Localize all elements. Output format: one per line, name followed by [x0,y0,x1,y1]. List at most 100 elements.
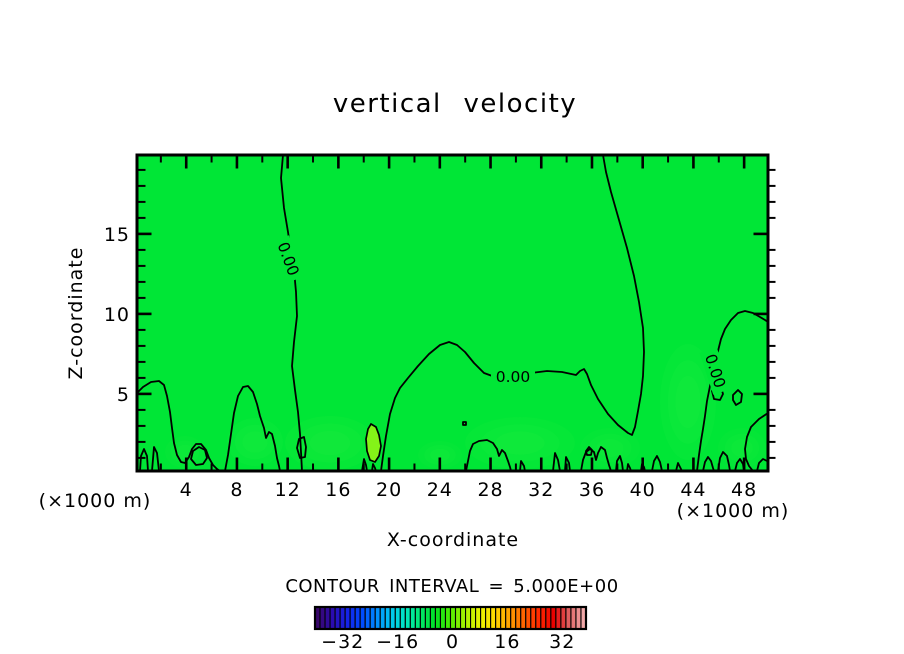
zero-contour-line [136,380,221,472]
colorbar-cell [530,606,537,630]
field-fill [137,155,768,471]
contour-interval-note: CONTOUR INTERVAL = 5.000E+00 [285,576,618,597]
contour-label-text: 0.00 [496,368,531,386]
zero-contour-line [552,452,561,472]
light-patch [667,360,709,444]
contour-label: 0.00 [491,368,535,386]
colorbar-cell [324,606,331,630]
colorbar-tick-label: 0 [446,631,459,653]
colorbar-cell [389,606,396,630]
colorbar-cell [540,606,547,630]
zero-contour-line [519,460,526,472]
colorbar-cell [359,606,366,630]
zero-contour-line [465,439,512,472]
colorbar-cell [454,606,462,630]
zero-contour-line [732,389,743,406]
light-patch [285,416,375,470]
colorbar-cell [409,606,416,630]
colorbar-cell [555,606,562,630]
y-tick-label: 15 [104,224,130,246]
colorbar-cell [505,606,512,630]
x-tick-label: 20 [376,479,402,501]
colorbar-cell [394,606,401,630]
colorbar-tick-label: −16 [376,631,419,653]
x-tick-label: 32 [528,479,554,501]
colorbar-cell [459,606,467,630]
colorbar-cell [520,606,527,630]
zero-contour-line [744,412,769,472]
colorbar-cell [495,606,502,630]
x-tick-label: 8 [230,479,243,501]
zero-contour-line [651,455,663,472]
colorbar-cell [374,606,381,630]
colorbar-cell [575,606,582,630]
colorbar-cell [470,606,477,630]
light-patch [596,439,624,457]
zero-contour-line [675,462,683,472]
colorbar-cell [550,606,557,630]
light-patch [724,433,760,463]
colorbar-cell [399,606,406,630]
zero-contour-line [564,456,571,472]
colorbar-cell [480,606,487,630]
colorbar-cell [429,606,436,630]
x-tick-label: 40 [630,479,656,501]
zero-contour-line [717,451,731,472]
light-patch [588,433,632,463]
colorbar-tick-label: 16 [494,631,520,653]
colorbar-cell [475,606,482,630]
x-tick-label: 24 [427,479,453,501]
colorbar-cell [500,606,507,630]
colorbar-cell [570,606,577,630]
light-patch [242,431,268,453]
colorbar-cell [384,606,391,630]
zero-contour-line [380,154,645,472]
colorbar-cell [404,606,411,630]
light-patch [430,448,450,462]
light-patch [418,441,462,469]
zero-contour-line [139,448,149,472]
colorbar-cell [439,606,447,630]
colorbar-cell [490,606,497,630]
colorbar-tick-label: −32 [321,631,364,653]
x-tick-label: 48 [731,479,757,501]
colorbar-cell [565,606,572,630]
y-axis-label: Z-coordinate [65,247,87,380]
colorbar-cell [535,606,542,630]
colorbar-cell [434,606,442,630]
plot-title: vertical velocity [333,89,577,119]
plot-frame-and-ticks [135,153,776,473]
colorbar-cell [329,606,336,630]
plot-frame [135,153,770,473]
x-tick-label: 28 [477,479,503,501]
light-patch [297,423,363,463]
colorbar-cell [419,606,426,630]
x-tick-label: 4 [180,479,193,501]
colorbar-cell [414,606,421,630]
colorbar-cell [364,606,371,630]
colorbar-cell [319,606,326,630]
zero-contour-line [224,385,281,472]
colorbar-cell [354,606,361,630]
colorbar-cell [344,606,351,630]
colorbar-cell [339,606,346,630]
x-unit-left-label: (×1000 m) [39,490,152,512]
colorbar-cell [449,606,457,630]
zero-contour-line [190,446,208,466]
x-axis-label: X-coordinate [387,529,519,551]
plot-area: 0.000.00 0.00 [136,154,769,472]
colorbar-cell [334,606,341,630]
colorbar-cell [369,606,376,630]
zero-contour-line [580,446,612,472]
x-tick-label: 16 [325,479,351,501]
colorbar-cell [510,606,517,630]
light-patch [731,439,753,457]
zero-contour-line [585,446,593,456]
y-tick-label: 5 [117,384,130,406]
colorbar-cell [379,606,386,630]
light-patch [424,444,456,466]
colorbar-cell [349,606,356,630]
x-tick-label: 36 [579,479,605,501]
